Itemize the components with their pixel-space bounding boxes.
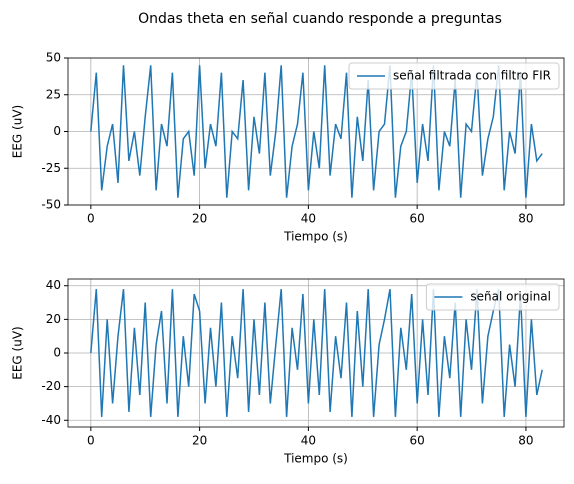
x-tick-label: 40 — [301, 434, 316, 448]
legend-label: señal filtrada con filtro FIR — [393, 69, 551, 83]
legend-box — [348, 62, 560, 90]
x-tick-label: 40 — [301, 212, 316, 226]
y-axis-label: EEG (uV) — [11, 326, 25, 379]
y-tick-label: -40 — [41, 413, 61, 427]
legend-box — [425, 283, 560, 311]
y-tick-label: 0 — [53, 124, 61, 138]
y-tick-label: 25 — [46, 87, 61, 101]
signal-line — [90, 65, 543, 198]
axes-frame — [67, 57, 565, 206]
x-tick-label: 60 — [410, 212, 425, 226]
x-tick-label: 80 — [518, 212, 533, 226]
y-tick-label: 50 — [46, 51, 61, 65]
figure-title: Ondas theta en señal cuando responde a p… — [138, 11, 502, 27]
legend: señal filtrada con filtro FIR — [348, 62, 560, 90]
legend: señal original — [425, 283, 560, 311]
y-tick-label: -20 — [41, 379, 61, 393]
y-tick-label: 40 — [46, 278, 61, 292]
legend-label: señal original — [470, 290, 551, 304]
y-axis-label: EEG (uV) — [11, 105, 25, 158]
y-tick-label: 20 — [46, 312, 61, 326]
x-tick-label: 60 — [410, 434, 425, 448]
x-tick-label: 20 — [192, 212, 207, 226]
x-axis-label: Tiempo (s) — [283, 452, 348, 466]
x-tick-label: 0 — [87, 212, 95, 226]
y-tick-label: 0 — [53, 346, 61, 360]
x-tick-label: 80 — [518, 434, 533, 448]
x-tick-label: 20 — [192, 434, 207, 448]
signal-line — [90, 288, 543, 417]
y-tick-label: -25 — [41, 161, 61, 175]
x-tick-label: 0 — [87, 434, 95, 448]
y-tick-label: -50 — [41, 198, 61, 212]
axes-frame — [67, 278, 565, 428]
x-axis-label: Tiempo (s) — [283, 230, 348, 244]
